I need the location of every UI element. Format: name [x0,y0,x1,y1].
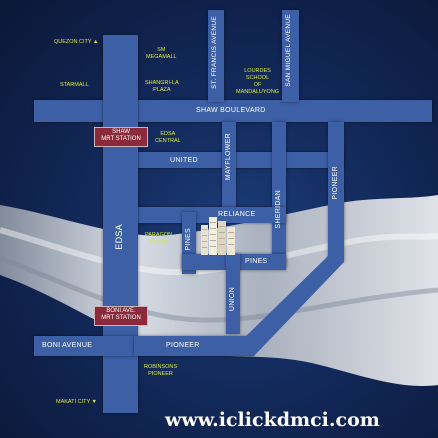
road-pioneer-horizontal [134,336,254,356]
road-reliance [138,207,286,223]
road-union [226,254,240,334]
website-watermark: www.iclickdmci.com [165,409,380,431]
landmark-edsa-central: EDSA CENTRAL [155,131,181,144]
road-label-shaw-boulevard: SHAW BOULEVARD [196,107,266,114]
road-label-san-miguel: SAN MIGUEL AVENUE [285,14,292,87]
building-icon [201,217,235,255]
road-boni-avenue [34,336,134,356]
road-san-miguel [282,10,299,102]
landmark-sm-megamall: SM MEGAMALL [146,47,177,60]
boni-mrt-station: BONI AVE. MRT STATION [94,306,148,326]
road-label-reliance: RELIANCE [218,211,256,218]
road-pioneer-vertical [328,122,344,262]
landmark-shangri-la: SHANGRI-LA PLAZA [145,80,179,93]
landmark-starmall: STARMALL [60,82,89,88]
shaw-mrt-station: SHAW MRT STATION [94,127,148,147]
road-label-st-francis: ST. FRANCIS AVENUE [211,16,218,89]
road-label-united: UNITED [170,157,198,164]
landmark-quezon-city: QUEZON CITY ▲ [54,39,99,45]
road-label-mayflower: MAYFLOWER [225,133,232,181]
road-label-pines-vertical: PINES [185,228,192,251]
landmark-makati-city: MAKATI CITY ▼ [56,399,97,405]
landmark-lourdes-school: LOURDES SCHOOL OF MANDALUYONG [236,68,280,95]
road-label-boni-avenue: BONI AVENUE [42,342,93,349]
road-sheridan [272,122,286,267]
landmark-paragon-plaza: PARAGON PLAZA [145,232,173,245]
road-label-union: UNION [229,287,236,312]
road-mayflower [222,122,236,222]
road-label-pioneer-vertical: PIONEER [332,166,339,200]
landmark-robinsons-pioneer: ROBINSONS PIONEER [144,364,178,377]
road-label-sheridan: SHERIDAN [275,190,282,229]
road-label-pioneer-horizontal: PIONEER [166,342,200,349]
road-label-edsa: EDSA [114,224,124,250]
road-label-pines-horizontal: PINES [245,258,268,265]
road-st-francis [208,10,224,102]
